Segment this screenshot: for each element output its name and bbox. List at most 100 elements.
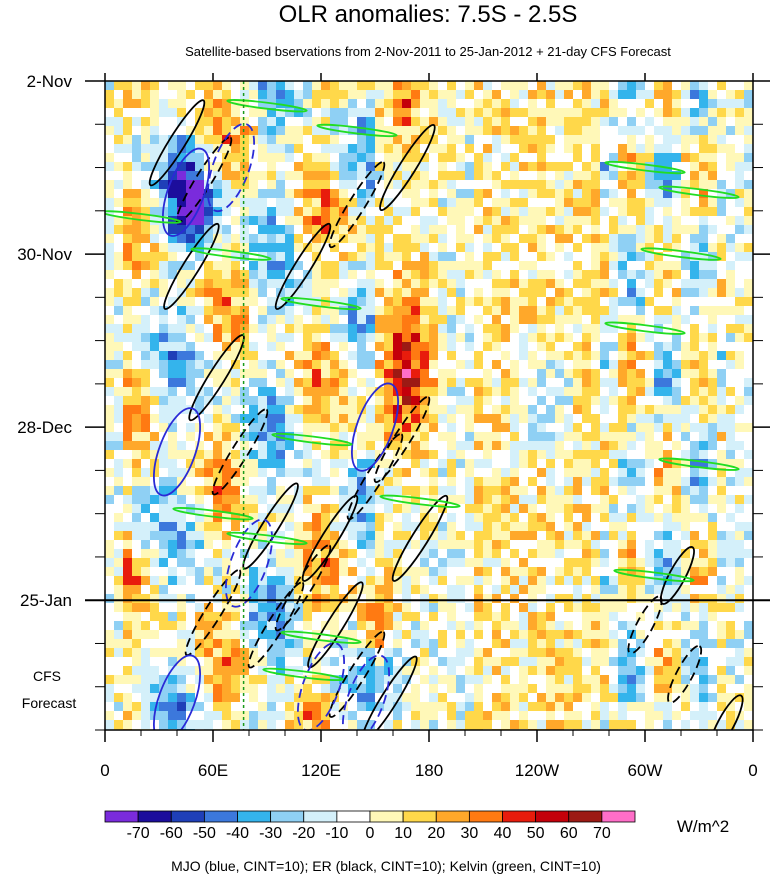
olr-cell	[609, 315, 619, 325]
olr-cell	[321, 315, 331, 325]
olr-cell	[600, 324, 610, 334]
olr-cell	[366, 108, 376, 118]
olr-cell	[438, 603, 448, 613]
olr-cell	[654, 99, 664, 109]
olr-cell	[132, 234, 142, 244]
olr-cell	[330, 288, 340, 298]
olr-cell	[168, 405, 178, 415]
olr-cell	[429, 117, 439, 127]
olr-cell	[105, 423, 115, 433]
olr-cell	[555, 180, 565, 190]
olr-cell	[312, 621, 322, 631]
olr-cell	[231, 360, 241, 370]
olr-cell	[474, 450, 484, 460]
olr-cell	[141, 621, 151, 631]
olr-cell	[348, 468, 358, 478]
olr-cell	[528, 126, 538, 136]
olr-cell	[114, 342, 124, 352]
olr-cell	[402, 270, 412, 280]
olr-cell	[303, 675, 313, 685]
olr-cell	[735, 594, 745, 604]
olr-cell	[393, 648, 403, 658]
olr-cell	[294, 198, 304, 208]
olr-cell	[294, 162, 304, 172]
olr-cell	[150, 414, 160, 424]
olr-cell	[690, 189, 700, 199]
olr-cell	[240, 432, 250, 442]
olr-cell	[348, 279, 358, 289]
olr-cell	[438, 612, 448, 622]
olr-cell	[438, 594, 448, 604]
olr-cell	[492, 108, 502, 118]
olr-cell	[168, 585, 178, 595]
olr-cell	[456, 243, 466, 253]
olr-cell	[258, 486, 268, 496]
olr-cell	[735, 576, 745, 586]
olr-cell	[294, 225, 304, 235]
olr-cell	[591, 450, 601, 460]
olr-cell	[375, 180, 385, 190]
olr-cell	[474, 648, 484, 658]
olr-cell	[546, 108, 556, 118]
olr-cell	[114, 639, 124, 649]
olr-cell	[393, 90, 403, 100]
olr-cell	[132, 297, 142, 307]
olr-cell	[429, 549, 439, 559]
olr-cell	[609, 450, 619, 460]
olr-cell	[402, 684, 412, 694]
olr-cell	[501, 657, 511, 667]
olr-cell	[366, 396, 376, 406]
olr-cell	[690, 666, 700, 676]
olr-cell	[573, 279, 583, 289]
olr-cell	[141, 378, 151, 388]
olr-cell	[114, 180, 124, 190]
olr-cell	[645, 261, 655, 271]
olr-cell	[555, 594, 565, 604]
olr-cell	[699, 621, 709, 631]
olr-cell	[294, 171, 304, 181]
olr-cell	[204, 549, 214, 559]
olr-cell	[564, 144, 574, 154]
olr-cell	[510, 648, 520, 658]
olr-cell	[195, 279, 205, 289]
olr-cell	[294, 513, 304, 523]
olr-cell	[357, 441, 367, 451]
olr-cell	[123, 549, 133, 559]
olr-cell	[690, 639, 700, 649]
olr-cell	[105, 324, 115, 334]
olr-cell	[321, 504, 331, 514]
olr-cell	[330, 135, 340, 145]
olr-cell	[636, 198, 646, 208]
olr-cell	[366, 432, 376, 442]
olr-cell	[429, 576, 439, 586]
olr-cell	[402, 639, 412, 649]
olr-cell	[339, 90, 349, 100]
olr-cell	[303, 207, 313, 217]
olr-cell	[510, 270, 520, 280]
olr-cell	[348, 333, 358, 343]
olr-cell	[411, 270, 421, 280]
olr-cell	[249, 90, 259, 100]
olr-cell	[402, 153, 412, 163]
olr-cell	[636, 243, 646, 253]
olr-cell	[294, 549, 304, 559]
olr-cell	[204, 684, 214, 694]
olr-cell	[708, 117, 718, 127]
olr-cell	[393, 531, 403, 541]
olr-cell	[231, 486, 241, 496]
olr-cell	[447, 666, 457, 676]
olr-cell	[609, 306, 619, 316]
olr-cell	[348, 531, 358, 541]
olr-cell	[735, 126, 745, 136]
olr-cell	[681, 594, 691, 604]
olr-cell	[420, 270, 430, 280]
olr-cell	[114, 477, 124, 487]
olr-cell	[510, 153, 520, 163]
olr-cell	[591, 639, 601, 649]
olr-cell	[159, 108, 169, 118]
olr-cell	[321, 234, 331, 244]
olr-cell	[330, 495, 340, 505]
olr-cell	[564, 450, 574, 460]
olr-cell	[663, 396, 673, 406]
olr-cell	[393, 360, 403, 370]
